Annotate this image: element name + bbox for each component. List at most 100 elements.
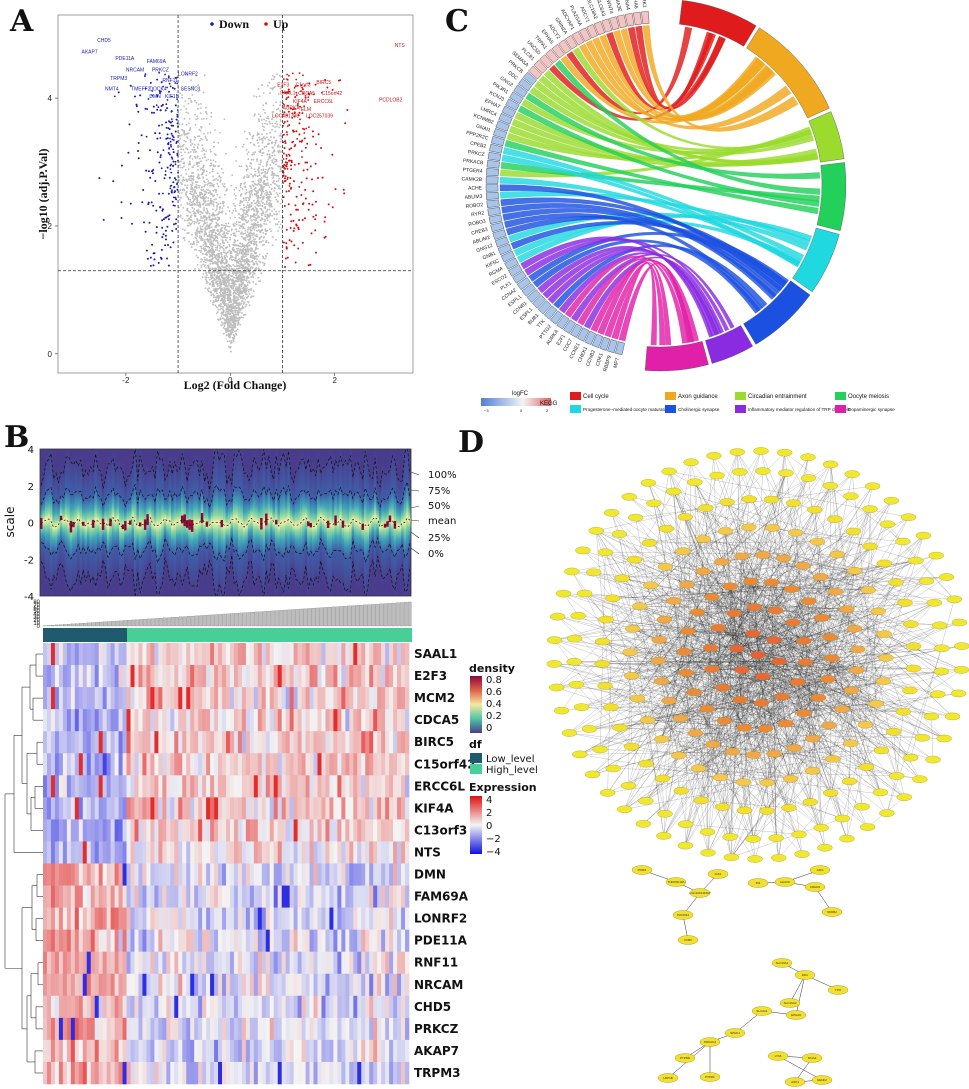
volcano-point <box>225 224 228 227</box>
volcano-point <box>239 267 242 269</box>
volcano-point <box>205 280 208 283</box>
volcano-point <box>293 227 296 230</box>
volcano-point <box>298 140 301 143</box>
volcano-point <box>226 279 229 282</box>
volcano-point <box>177 153 180 156</box>
volcano-point <box>161 208 164 211</box>
volcano-point <box>228 309 231 312</box>
density-band <box>314 470 318 582</box>
volcano-point <box>189 211 192 214</box>
volcano-point <box>189 128 192 131</box>
volcano-point <box>215 208 218 211</box>
density-band <box>163 475 167 562</box>
volcano-point <box>258 183 261 186</box>
volcano-point <box>280 138 282 141</box>
volcano-point <box>257 205 260 207</box>
volcano-point <box>213 261 216 264</box>
volcano-point <box>195 118 198 120</box>
volcano-point <box>219 299 222 302</box>
volcano-point <box>256 175 259 178</box>
volcano-point <box>215 289 218 292</box>
volcano-point <box>176 98 179 100</box>
volcano-point <box>179 181 182 184</box>
volcano-point <box>323 220 326 223</box>
volcano-point <box>200 186 203 189</box>
volcano-point <box>297 102 299 105</box>
volcano-point <box>228 282 230 285</box>
volcano-point <box>191 142 194 145</box>
volcano-point <box>260 179 263 182</box>
volcano-point <box>195 150 198 153</box>
volcano-point <box>209 236 212 239</box>
volcano-point <box>267 184 270 187</box>
volcano-point <box>170 184 173 187</box>
volcano-point <box>235 299 238 302</box>
volcano-point <box>175 142 178 145</box>
volcano-point <box>226 322 229 325</box>
volcano-point <box>268 142 270 145</box>
volcano-point <box>263 182 265 185</box>
volcano-point <box>259 208 262 210</box>
volcano-point <box>196 227 199 230</box>
volcano-point <box>211 220 214 223</box>
volcano-point <box>222 317 225 320</box>
chord-gene-segment <box>633 11 642 26</box>
volcano-point <box>191 181 194 184</box>
density-quantile-label: mean <box>428 516 456 527</box>
volcano-point <box>223 185 226 188</box>
volcano-point <box>248 132 251 134</box>
count-bar <box>175 616 179 627</box>
volcano-point <box>233 241 236 244</box>
volcano-point <box>235 292 238 295</box>
volcano-point <box>217 203 220 206</box>
volcano-point <box>177 113 180 116</box>
volcano-point <box>280 132 282 135</box>
volcano-point <box>173 177 176 180</box>
density-peak <box>138 522 142 527</box>
volcano-point <box>293 244 296 247</box>
volcano-point <box>240 182 243 185</box>
volcano-point <box>178 123 181 126</box>
volcano-point <box>259 261 262 264</box>
volcano-point <box>226 241 229 244</box>
volcano-point <box>274 130 277 133</box>
volcano-point <box>265 102 267 105</box>
density-quantile-label: 25% <box>428 533 450 544</box>
volcano-point <box>212 201 215 203</box>
volcano-point <box>220 230 223 232</box>
volcano-point <box>237 267 239 270</box>
volcano-point <box>240 232 243 235</box>
chord-gene-segment <box>488 214 503 225</box>
volcano-point <box>247 249 250 252</box>
volcano-point <box>170 121 172 124</box>
volcano-point <box>248 232 251 234</box>
volcano-point <box>242 316 245 319</box>
volcano-point <box>245 206 248 208</box>
volcano-point <box>233 295 235 298</box>
volcano-point <box>226 255 228 258</box>
volcano-point <box>164 73 167 76</box>
volcano-point <box>247 220 250 223</box>
volcano-point <box>265 145 268 148</box>
volcano-point <box>247 276 250 279</box>
volcano-point <box>263 185 266 188</box>
volcano-point <box>228 329 231 332</box>
density-peak <box>220 520 224 528</box>
volcano-point <box>304 197 307 200</box>
volcano-point <box>276 212 279 215</box>
volcano-point <box>191 243 194 246</box>
volcano-point <box>275 101 278 104</box>
volcano-point <box>294 96 297 99</box>
volcano-point <box>211 184 214 187</box>
volcano-point <box>219 293 222 296</box>
density-band <box>262 449 266 596</box>
volcano-point <box>222 171 225 174</box>
volcano-point <box>236 311 239 313</box>
volcano-point <box>211 260 213 263</box>
volcano-point <box>272 78 275 81</box>
volcano-point <box>196 235 199 237</box>
volcano-point <box>240 284 242 286</box>
volcano-point <box>221 236 224 239</box>
volcano-point <box>260 190 263 193</box>
